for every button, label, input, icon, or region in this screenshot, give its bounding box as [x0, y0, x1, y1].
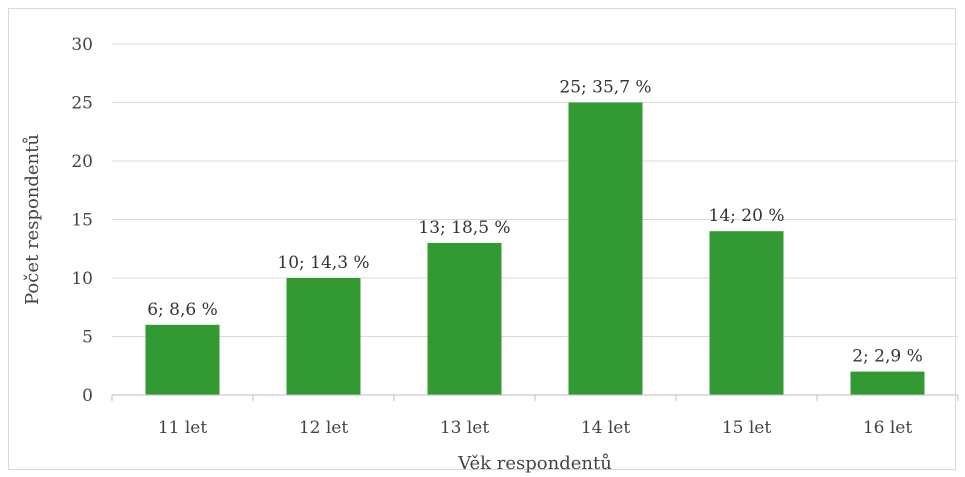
y-tick-label: 25: [71, 94, 93, 114]
data-labels: 6; 8,6 % 10; 14,3 % 13; 18,5 % 25; 35,7 % 14…: [147, 78, 923, 367]
y-tick-label: 20: [71, 152, 93, 172]
x-tick-label: 16 let: [863, 418, 913, 438]
y-tick-label: 0: [82, 386, 93, 406]
data-label: 14; 20 %: [709, 206, 785, 226]
bar: [568, 102, 643, 395]
x-axis-ticks: 11 let 12 let 13 let 14 let 15 let 16 let: [111, 395, 959, 438]
x-tick-label: 11 let: [158, 418, 208, 438]
y-tick-label: 15: [71, 211, 93, 231]
bar: [286, 278, 361, 395]
data-label: 25; 35,7 %: [559, 78, 651, 98]
data-label: 6; 8,6 %: [147, 300, 218, 320]
data-label: 10; 14,3 %: [277, 253, 369, 273]
data-label: 13; 18,5 %: [418, 218, 510, 238]
x-tick-label: 13 let: [440, 418, 490, 438]
y-tick-label: 10: [71, 269, 93, 289]
bar: [850, 371, 925, 395]
y-axis-ticks: 0 5 10 15 20 25 30: [71, 35, 93, 406]
bar: [145, 324, 220, 395]
y-tick-label: 30: [71, 35, 93, 55]
x-tick-label: 12 let: [299, 418, 349, 438]
x-tick-label: 14 let: [581, 418, 631, 438]
gridlines: [112, 43, 958, 337]
chart-frame: [8, 8, 956, 470]
y-tick-label: 5: [82, 328, 93, 348]
bar: [427, 242, 502, 395]
bar: [709, 231, 784, 395]
y-axis-title: Počet respondentů: [21, 134, 43, 305]
x-axis-title: Věk respondentů: [457, 452, 612, 474]
x-tick-label: 15 let: [722, 418, 772, 438]
data-label: 2; 2,9 %: [852, 347, 923, 367]
bars: [145, 102, 925, 395]
